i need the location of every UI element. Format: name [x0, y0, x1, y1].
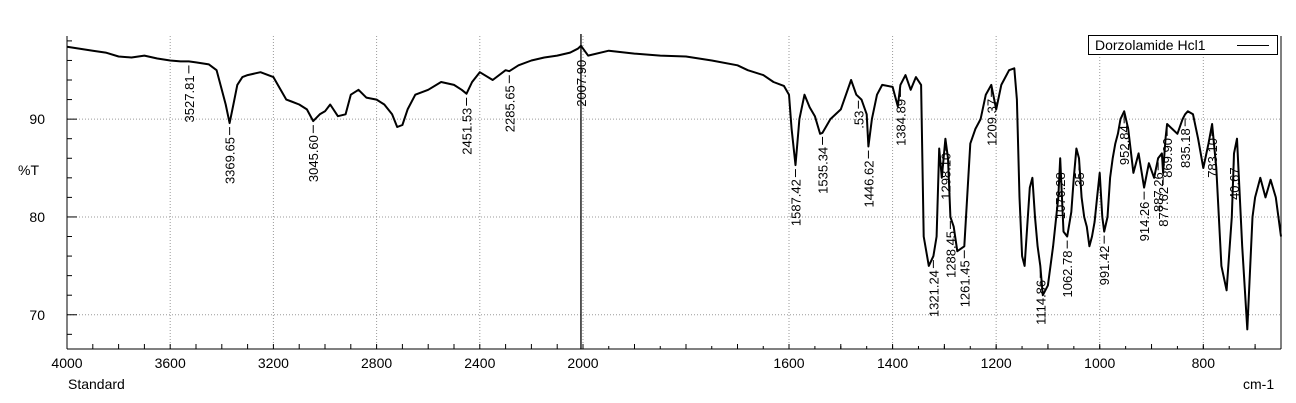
peak-label: 783.10 [1205, 138, 1220, 178]
series-layer [67, 46, 1281, 330]
peak-label: 1288.45 [943, 231, 958, 278]
x-tick-label: 3600 [155, 355, 186, 371]
peak-labels: 3527.81 3369.65 3045.60 2451.53 2285.65 2007.… [182, 50, 1242, 325]
peak-label: 1587.42 [789, 179, 804, 226]
legend: Dorzolamide Hcl1 [1088, 35, 1278, 55]
footer-standard-label: Standard [68, 376, 125, 392]
axes [67, 34, 1281, 349]
peak-label: 1446.62 [861, 161, 876, 208]
peak-label: 1384.89 [893, 99, 908, 146]
y-tick-label: 80 [29, 209, 45, 225]
peak-label: 1321.24 [926, 270, 941, 317]
peak-label: 35 [1072, 172, 1087, 186]
peak-label: 3527.81 [182, 75, 197, 122]
x-tick-label: 2000 [567, 355, 598, 371]
peak-label: 1076.28 [1053, 172, 1068, 219]
x-tick-label: 2400 [464, 355, 495, 371]
x-tick-label: 800 [1192, 355, 1216, 371]
peak-label: 1209.37 [984, 99, 999, 146]
peak-label: 1261.45 [957, 260, 972, 307]
y-tick-label: 90 [29, 111, 45, 127]
grid-lines [67, 36, 1281, 349]
peak-label: 1114.86 [1033, 280, 1048, 325]
peak-label: 952.84 [1117, 125, 1132, 165]
legend-line-swatch [1237, 45, 1269, 46]
peak-label: 914.26 [1137, 202, 1152, 242]
peak-label: 991.42 [1097, 246, 1112, 286]
x-tick-label: 3200 [258, 355, 289, 371]
peak-label: 1535.34 [815, 147, 830, 194]
peak-label: 877.62 [1156, 187, 1171, 227]
x-tick-label: 4000 [51, 355, 82, 371]
peak-label: 3045.60 [306, 135, 321, 182]
x-tick-label: 1600 [773, 355, 804, 371]
x-tick-label: 1200 [981, 355, 1012, 371]
x-tick-label: 1000 [1084, 355, 1115, 371]
peak-label: 2451.53 [460, 108, 475, 155]
peak-label: 835.18 [1178, 128, 1193, 168]
peak-label: .53 [851, 111, 866, 129]
peak-label: 869.90 [1160, 138, 1175, 178]
spectrum-line [67, 46, 1281, 330]
y-tick-label: 70 [29, 307, 45, 323]
peak-label: 1062.78 [1060, 251, 1075, 298]
peak-label: 40.67 [1227, 167, 1242, 200]
legend-entry-label: Dorzolamide Hcl1 [1095, 37, 1205, 53]
y-axis-label: %T [18, 162, 39, 178]
peak-label: 2285.65 [502, 85, 517, 132]
peak-label: 3369.65 [223, 137, 238, 184]
x-tick-label: 1400 [877, 355, 908, 371]
peak-label: 2007.90 [574, 60, 589, 107]
x-tick-label: 2800 [361, 355, 392, 371]
peak-label: 1298.10 [938, 153, 953, 200]
x-axis-unit-label: cm-1 [1243, 376, 1274, 392]
